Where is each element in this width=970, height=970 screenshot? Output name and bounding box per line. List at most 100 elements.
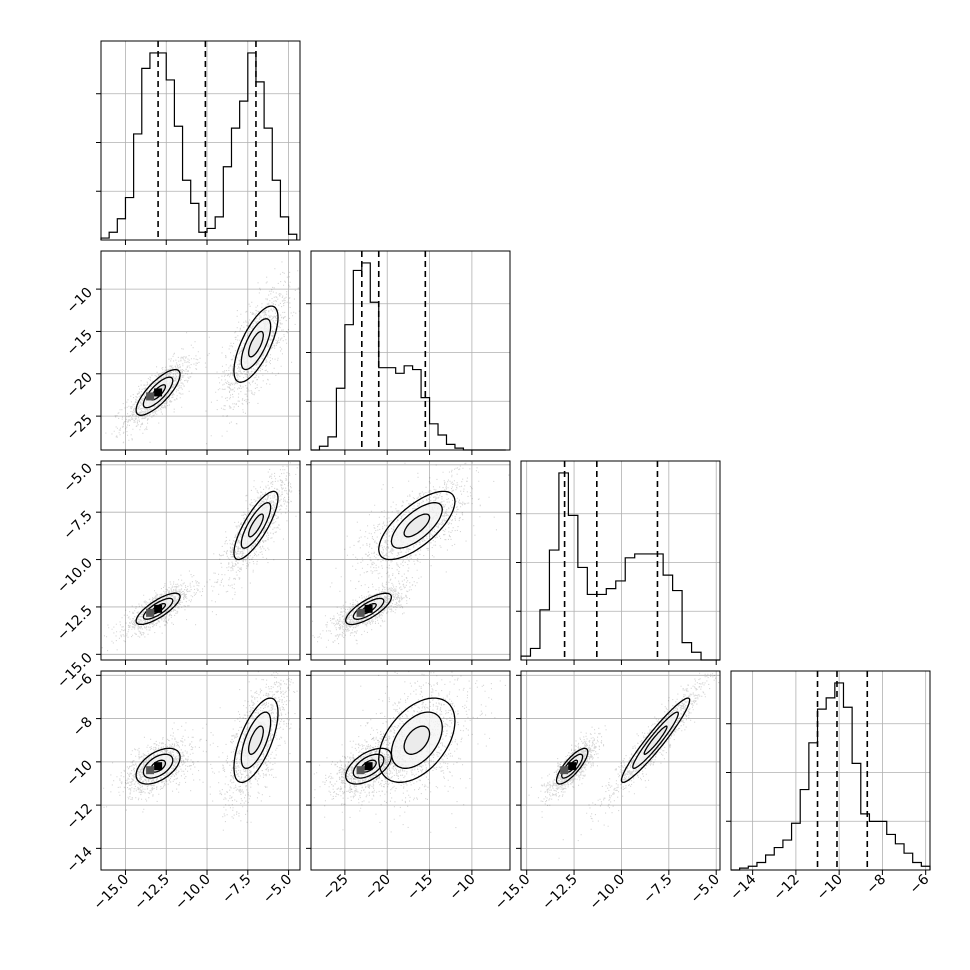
y-tick-label: −25 bbox=[64, 412, 96, 444]
histogram-3 bbox=[520, 472, 720, 661]
scatter-layer bbox=[528, 671, 720, 859]
density-peak bbox=[154, 762, 163, 771]
density-cell bbox=[356, 766, 365, 775]
density-fill bbox=[391, 502, 443, 549]
contour-line bbox=[233, 697, 279, 784]
x-tick-label: −10 bbox=[814, 872, 846, 904]
scatter-panel-4-2 bbox=[306, 670, 511, 875]
histogram-4 bbox=[731, 682, 931, 871]
x-tick-label: −12.5 bbox=[131, 872, 173, 914]
panel-frame bbox=[100, 670, 301, 871]
x-tick-label: −7.5 bbox=[219, 872, 254, 907]
contour-line bbox=[632, 711, 679, 769]
contour-line bbox=[247, 330, 264, 358]
contour-line bbox=[142, 597, 174, 620]
scatter-layer bbox=[101, 462, 300, 652]
y-tick-label: −8 bbox=[70, 714, 96, 740]
x-tick-label: −5.0 bbox=[260, 872, 295, 907]
x-tick-label: −25 bbox=[319, 872, 351, 904]
contour-line bbox=[142, 753, 174, 779]
contour-line bbox=[561, 753, 584, 779]
histogram-1 bbox=[100, 52, 298, 240]
density-fill bbox=[241, 318, 271, 370]
x-tick-label: −10 bbox=[447, 872, 479, 904]
x-tick-label: −5.0 bbox=[688, 872, 723, 907]
scatter-layer bbox=[313, 671, 506, 850]
density-cell bbox=[560, 766, 569, 775]
contour-line bbox=[135, 368, 181, 416]
density-fill bbox=[391, 712, 443, 769]
x-tick-label: −20 bbox=[362, 872, 394, 904]
scatter-panel-4-1 bbox=[96, 670, 301, 875]
panel-frame bbox=[730, 670, 931, 871]
histogram-panel-1 bbox=[96, 40, 301, 245]
contour-line bbox=[378, 697, 456, 783]
panel-frame bbox=[100, 40, 301, 241]
panel-frame bbox=[100, 250, 301, 451]
scatter-layer bbox=[105, 261, 300, 445]
scatter-points bbox=[329, 461, 510, 602]
y-tick-label: −7.5 bbox=[60, 508, 95, 543]
contour-line bbox=[352, 753, 385, 779]
contour-line bbox=[247, 513, 264, 538]
scatter-layer bbox=[103, 671, 300, 850]
contour-line bbox=[403, 725, 431, 755]
panel-frame bbox=[520, 460, 721, 661]
density-peak bbox=[364, 762, 373, 771]
contour-line bbox=[403, 513, 431, 538]
scatter-panel-2-1 bbox=[96, 250, 301, 455]
panel-frame bbox=[310, 460, 511, 661]
contour-line bbox=[135, 592, 181, 626]
panel-frame bbox=[100, 460, 301, 661]
density-peak bbox=[154, 388, 163, 397]
y-tick-label: −15 bbox=[64, 327, 96, 359]
y-tick-label: −10 bbox=[64, 757, 96, 789]
y-tick-label: −14 bbox=[64, 844, 96, 876]
y-tick-label: −20 bbox=[64, 369, 96, 401]
density-cell bbox=[356, 608, 365, 617]
scatter-points bbox=[558, 671, 720, 859]
y-tick-label: −12.5 bbox=[54, 602, 96, 644]
contour-line bbox=[643, 725, 668, 755]
contour-line bbox=[390, 711, 443, 769]
y-tick-label: −5.0 bbox=[60, 460, 95, 495]
contour-line bbox=[390, 502, 443, 549]
x-tick-label: −6 bbox=[907, 871, 933, 897]
contour-line bbox=[240, 318, 272, 371]
histogram-panel-2 bbox=[306, 250, 511, 455]
density-peak bbox=[568, 762, 577, 771]
contour-line bbox=[142, 376, 174, 409]
contour-line bbox=[620, 697, 691, 784]
x-tick-label: −7.5 bbox=[640, 872, 675, 907]
y-tick-label: −12 bbox=[64, 801, 96, 833]
density-cell bbox=[146, 392, 155, 401]
density-peak bbox=[364, 604, 373, 613]
contour-line bbox=[135, 747, 181, 785]
density-cell bbox=[146, 766, 155, 775]
contour-line bbox=[233, 305, 279, 383]
density-fill bbox=[241, 502, 271, 549]
x-tick-label: −12 bbox=[771, 872, 803, 904]
contour-line bbox=[555, 747, 589, 785]
contour-line bbox=[352, 597, 385, 620]
panel-frame bbox=[310, 250, 511, 451]
x-tick-label: −14 bbox=[727, 871, 759, 903]
density-fill bbox=[241, 712, 271, 769]
contour-line bbox=[240, 502, 272, 549]
histogram-2 bbox=[311, 262, 506, 451]
x-tick-label: −10.0 bbox=[172, 872, 214, 914]
x-tick-label: −12.5 bbox=[539, 872, 581, 914]
scatter-panel-3-2 bbox=[306, 460, 511, 665]
x-tick-label: −15 bbox=[404, 872, 436, 904]
panel-frame bbox=[520, 670, 721, 871]
contour-line bbox=[345, 592, 393, 626]
histogram-panel-4 bbox=[726, 670, 931, 875]
contour-line bbox=[378, 490, 456, 561]
scatter-layer bbox=[312, 461, 510, 648]
contour-line bbox=[233, 490, 279, 561]
scatter-panel-4-3 bbox=[516, 670, 721, 875]
scatter-panel-3-1 bbox=[96, 460, 301, 665]
contour-line bbox=[240, 711, 272, 769]
density-cell bbox=[146, 608, 155, 617]
